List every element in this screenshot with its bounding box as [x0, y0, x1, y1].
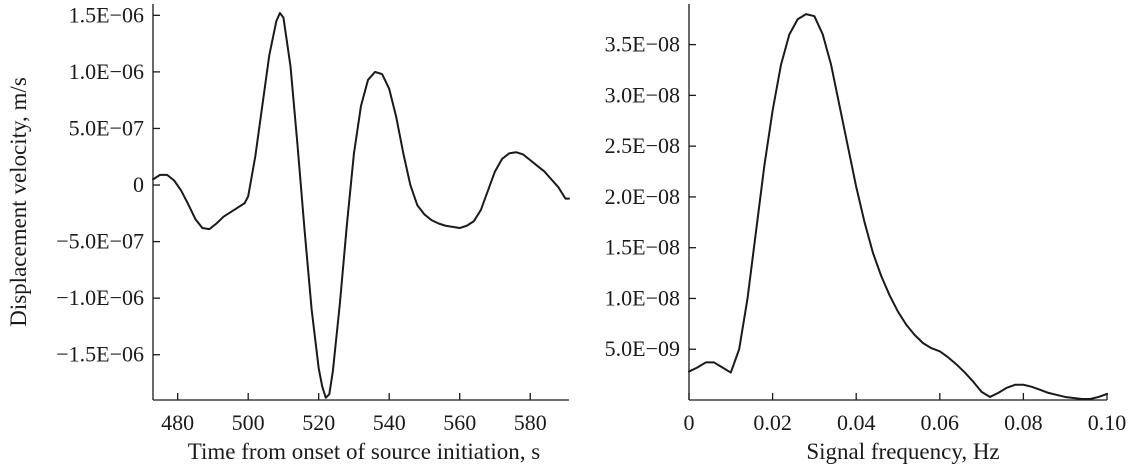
velocity-y-ticks: 1.5E−06 1.0E−06 5.0E−07 0 −5.0E−07 −1.0E−06 −1…	[56, 2, 160, 367]
velocity-y-tick-label: 5.0E−07	[69, 115, 144, 140]
velocity-x-tick-label: 540	[373, 410, 406, 435]
velocity-y-tick-label: 0	[133, 172, 144, 197]
spectrum-y-tick-label: 3.0E−08	[605, 82, 680, 107]
velocity-plot-series	[152, 12, 570, 399]
spectrum-x-tick-label: 0.04	[837, 410, 876, 435]
velocity-x-tick-label: 580	[514, 410, 547, 435]
velocity-x-tick-label: 500	[232, 410, 265, 435]
velocity-chart: 1.5E−06 1.0E−06 5.0E−07 0 −5.0E−07 −1.0E−06 −1…	[6, 2, 570, 464]
spectrum-y-tick-label: 2.0E−08	[605, 184, 680, 209]
spectrum-x-tick-label: 0.10	[1088, 410, 1127, 435]
spectrum-y-tick-label: 1.5E−08	[605, 235, 680, 260]
velocity-x-tick-label: 480	[161, 410, 194, 435]
velocity-x-tick-label: 560	[443, 410, 476, 435]
spectrum-y-tick-label: 2.5E−08	[605, 133, 680, 158]
velocity-y-tick-label: −5.0E−07	[56, 229, 144, 254]
spectrum-x-tick-label: 0.06	[921, 410, 960, 435]
velocity-y-tick-label: −1.0E−06	[56, 285, 144, 310]
spectrum-x-tick-label: 0.02	[753, 410, 792, 435]
spectrum-x-tick-label: 0.08	[1004, 410, 1043, 435]
spectrum-chart: 3.5E−08 3.0E−08 2.5E−08 2.0E−08 1.5E−08 1.0E−…	[605, 4, 1127, 464]
spectrum-plot-series	[688, 13, 1108, 400]
spectrum-y-ticks: 3.5E−08 3.0E−08 2.5E−08 2.0E−08 1.5E−08 1.0E−…	[605, 32, 696, 361]
velocity-y-tick-label: 1.0E−06	[69, 59, 144, 84]
velocity-y-tick-label: 1.5E−06	[69, 2, 144, 27]
velocity-x-ticks: 480 500 520 540 560 580	[161, 393, 547, 435]
velocity-y-axis-label: Displacement velocity, m/s	[6, 77, 31, 327]
velocity-x-tick-label: 520	[302, 410, 335, 435]
velocity-x-axis-label: Time from onset of source initiation, s	[188, 439, 540, 464]
spectrum-series-line-0	[688, 13, 1108, 400]
spectrum-y-tick-label: 1.0E−08	[605, 285, 680, 310]
velocity-series-line-0	[152, 12, 570, 399]
spectrum-x-tick-label: 0	[684, 410, 695, 435]
velocity-y-tick-label: −1.5E−06	[56, 342, 144, 367]
spectrum-x-ticks: 0 0.02 0.04 0.06 0.08 0.10	[684, 393, 1127, 435]
spectrum-y-tick-label: 3.5E−08	[605, 32, 680, 57]
spectrum-y-tick-label: 5.0E−09	[605, 336, 680, 361]
spectrum-x-axis-label: Signal frequency, Hz	[806, 439, 999, 464]
